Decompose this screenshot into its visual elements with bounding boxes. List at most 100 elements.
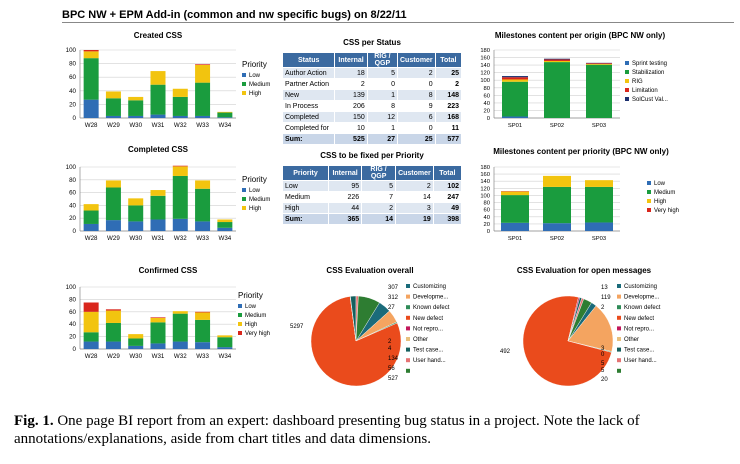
table-row: Low 95 5 2 102 (281, 180, 463, 192)
legend-swatch (617, 368, 621, 373)
table-row: New 139 1 8 148 (281, 89, 463, 101)
legend-swatch (406, 358, 410, 363)
table-cell: 9 (396, 100, 436, 112)
y-tick-label: 40 (69, 202, 76, 209)
legend-swatch (242, 91, 246, 95)
table-cell: 525 (334, 133, 368, 145)
y-tick-label: 80 (69, 61, 76, 68)
bar-segment (105, 322, 121, 342)
bar-segment (83, 58, 99, 100)
pie-value-label: 119 (601, 295, 611, 301)
chart-title: Completed CSS (128, 145, 189, 154)
table-cell: 1 (366, 122, 398, 134)
y-tick-label: 60 (69, 190, 76, 197)
pie-value-label: 2 (388, 339, 392, 345)
legend-label: SolCust Val... (632, 97, 668, 103)
table-row: Medium 226 7 14 247 (281, 191, 463, 203)
bar-segment (544, 59, 570, 61)
bar-segment (172, 166, 188, 176)
pie-value-label: 5 (601, 368, 605, 374)
table-cell: 11 (434, 122, 463, 134)
legend-label: Medium (654, 190, 675, 196)
y-tick-label: 80 (484, 86, 490, 92)
pie-slice (567, 305, 614, 352)
table-cell: 10 (334, 122, 368, 134)
bar-segment (195, 188, 211, 222)
bar-segment (217, 112, 233, 118)
pie-value-label: 5 (601, 361, 605, 367)
table-header-cell: Customer (396, 52, 436, 68)
bar-segment (150, 318, 166, 323)
bar-segment (128, 115, 144, 118)
y-tick-label: 40 (484, 101, 490, 107)
table-cell: 247 (432, 191, 463, 203)
x-tick-label: W33 (196, 353, 209, 360)
bar-segment (195, 311, 211, 313)
table-cell: Low (281, 180, 330, 192)
table-row: Sum: 525 27 25 577 (281, 133, 463, 145)
y-tick-label: 60 (484, 93, 490, 99)
legend-swatch (617, 284, 621, 288)
table-cell: 18 (334, 67, 368, 79)
bar-segment (128, 345, 144, 349)
table-header-cell: Total (432, 165, 463, 181)
table-cell: 25 (396, 133, 436, 145)
table-cell: 223 (434, 100, 463, 112)
legend-swatch (625, 88, 629, 92)
y-tick-label: 0 (73, 115, 77, 122)
x-tick-label: W33 (196, 235, 209, 242)
legend-swatch (406, 284, 410, 288)
legend-label: Very high (245, 331, 270, 337)
table-cell: 7 (361, 191, 397, 203)
table-cell: 2 (361, 202, 397, 214)
legend-swatch (238, 313, 242, 317)
bar-segment (195, 180, 211, 189)
legend-label: Customizing (413, 284, 446, 290)
table-cell: Completed (281, 111, 336, 123)
y-tick-label: 60 (69, 309, 76, 316)
table-row: Completed 150 12 6 168 (281, 111, 463, 123)
pie-value-label: 134 (388, 356, 399, 362)
y-tick-label: 20 (484, 222, 490, 228)
y-tick-label: 140 (480, 179, 490, 185)
legend-swatch (406, 305, 410, 310)
legend-label: Developme... (624, 295, 660, 301)
chart-title: Confirmed CSS (139, 266, 198, 275)
legend-label: Low (249, 188, 261, 194)
chart-title: CSS Evaluation overall (326, 266, 413, 275)
y-tick-label: 20 (69, 101, 76, 108)
y-tick-label: 100 (66, 164, 77, 171)
bar-segment (105, 220, 121, 231)
table-cell: 206 (334, 100, 368, 112)
legend-swatch (242, 188, 246, 192)
bar-segment (150, 195, 166, 220)
bar-segment (586, 63, 612, 64)
bar-segment (195, 115, 211, 118)
bar-segment (128, 96, 144, 101)
bar-segment (128, 334, 144, 339)
bar-segment (502, 81, 528, 117)
pie-value-label: 20 (601, 377, 608, 383)
bar-segment (150, 322, 166, 344)
x-tick-label: W33 (196, 122, 209, 129)
legend-swatch (238, 331, 242, 335)
title-rule (62, 22, 734, 23)
legend-swatch (242, 73, 246, 77)
x-tick-label: SP01 (508, 123, 522, 129)
table-cell: 0 (366, 78, 398, 90)
bar-segment (105, 115, 121, 118)
legend-swatch (242, 197, 246, 201)
table-header-cell: Status (281, 52, 336, 68)
table-cell: 365 (328, 213, 363, 225)
table-cell: Medium (281, 191, 330, 203)
bar-segment (128, 338, 144, 346)
legend-label: Stabilization (632, 70, 664, 76)
bar-segment (586, 63, 612, 65)
y-tick-label: 0 (73, 346, 77, 353)
css-per-status-table: Status Internal RIG / QGP Customer Total Auth… (281, 52, 463, 145)
legend-swatch (617, 326, 621, 331)
bar-segment (502, 77, 528, 80)
bar-segment (585, 222, 613, 231)
pie-slice (310, 296, 402, 387)
table-cell: 14 (361, 213, 397, 225)
